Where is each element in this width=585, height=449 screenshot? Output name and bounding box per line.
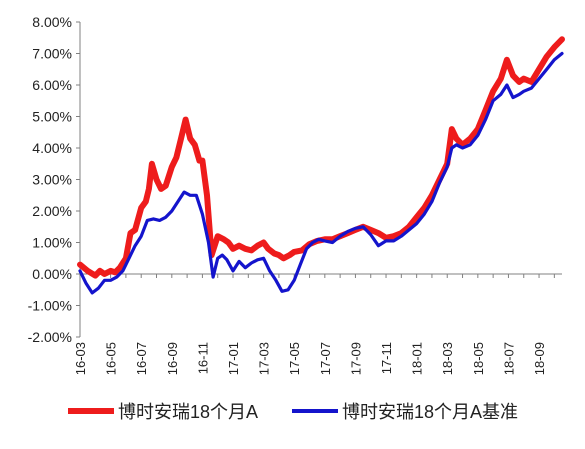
legend-item-series-2: 博时安瑞18个月A基准: [292, 398, 518, 424]
y-tick-label: 4.00%: [32, 140, 72, 156]
legend-swatch-series-2: [292, 409, 338, 413]
series-line-2: [78, 51, 564, 295]
y-tick-label: 8.00%: [32, 14, 72, 30]
y-tick-label: -2.00%: [28, 329, 72, 345]
x-tick-label: 16-07: [134, 342, 149, 375]
x-tick-label: 18-03: [440, 342, 455, 375]
legend-swatch-series-1: [68, 408, 114, 414]
legend-label-series-2: 博时安瑞18个月A基准: [342, 402, 519, 422]
y-tick-label: 1.00%: [32, 235, 72, 251]
line-chart: 8.00% 7.00% 6.00% 5.00% 4.00% 3.00% 2.00% 1.00%…: [28, 14, 565, 375]
x-axis: 16-03 16-05 16-07 16-09 16-11 17-01 17-03 17-05…: [73, 273, 562, 375]
y-axis: 8.00% 7.00% 6.00% 5.00% 4.00% 3.00% 2.00% 1.00%…: [28, 14, 81, 345]
x-tick-label: 16-09: [165, 342, 180, 375]
x-tick-label: 18-09: [532, 342, 547, 375]
x-tick-label: 16-05: [104, 342, 119, 375]
y-tick-label: 6.00%: [32, 77, 72, 93]
x-tick-label: 17-07: [318, 342, 333, 375]
y-tick-label: -1.00%: [28, 298, 72, 314]
x-tick-label: 18-05: [471, 342, 486, 375]
legend-item-series-1: 博时安瑞18个月A: [68, 398, 258, 424]
x-tick-label: 18-07: [501, 342, 516, 375]
y-tick-label: 7.00%: [32, 46, 72, 62]
legend: 博时安瑞18个月A 博时安瑞18个月A基准: [0, 398, 585, 438]
x-tick-label: 17-03: [257, 342, 272, 375]
x-tick-label: 16-03: [73, 342, 88, 375]
x-tick-label: 17-01: [226, 342, 241, 375]
y-tick-label: 0.00%: [32, 266, 72, 282]
x-tick-label: 17-09: [348, 342, 363, 375]
x-tick-label: 16-11: [195, 342, 210, 374]
series-line-1: [77, 36, 565, 279]
y-tick-label: 3.00%: [32, 172, 72, 188]
legend-label-series-1: 博时安瑞18个月A: [118, 402, 259, 422]
series-lines: [77, 36, 565, 295]
y-tick-label: 2.00%: [32, 203, 72, 219]
x-tick-label: 17-05: [287, 342, 302, 375]
x-tick-label: 17-11: [379, 342, 394, 374]
x-tick-label: 18-01: [410, 342, 425, 375]
y-tick-label: 5.00%: [32, 109, 72, 125]
